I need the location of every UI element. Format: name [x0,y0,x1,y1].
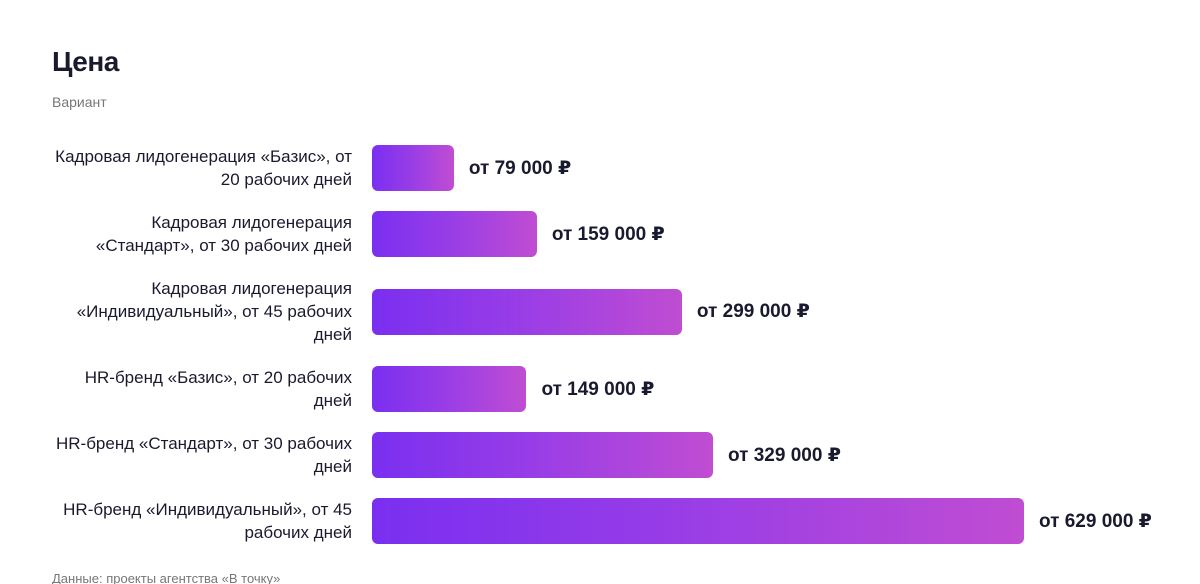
value-label: от 149 000 ₽ [541,378,655,400]
category-label: Кадровая лидогенерация «Базис», от 20 ра… [55,147,352,189]
bar-group: от 159 000 ₽ [372,211,665,257]
bar [372,211,537,257]
category-label: Кадровая лидогенерация «Стандарт», от 30… [95,213,352,255]
value-label: от 329 000 ₽ [728,444,841,466]
bar [372,366,527,412]
value-label: от 629 000 ₽ [1039,510,1152,532]
bar-group: от 299 000 ₽ [372,288,810,335]
value-label: от 79 000 ₽ [468,157,572,179]
category-label: Кадровая лидогенерация «Индивидуальный»,… [76,279,352,344]
bar [372,498,1024,544]
bar-group: от 629 000 ₽ [372,498,1152,544]
bar-row: Кадровая лидогенерация «Стандарт», от 30… [0,211,1200,257]
bar [372,288,682,335]
bar-row: HR-бренд «Стандарт», от 30 рабочих дней о… [0,432,1200,478]
source-note: Данные: проекты агентства «В точку» [52,571,281,584]
category-label: HR-бренд «Индивидуальный», от 45 рабочих… [63,500,352,542]
category-label: HR-бренд «Базис», от 20 рабочих дней [84,368,352,410]
bar-row: Кадровая лидогенерация «Базис», от 20 ра… [0,145,1200,191]
bar-group: от 79 000 ₽ [372,145,571,191]
bar [372,145,454,191]
value-label: от 299 000 ₽ [696,301,810,322]
bar-row: Кадровая лидогенерация «Индивидуальный»,… [0,277,1200,346]
bar-row: HR-бренд «Базис», от 20 рабочих дней от 1… [0,366,1200,412]
bar-group: от 149 000 ₽ [372,366,654,412]
category-label: HR-бренд «Стандарт», от 30 рабочих дней [55,434,352,476]
bar-rows: Кадровая лидогенерация «Базис», от 20 ра… [0,145,1200,544]
bar-row: HR-бренд «Индивидуальный», от 45 рабочих… [0,498,1200,544]
chart-title: Цена [52,46,119,77]
value-label: от 159 000 ₽ [551,223,665,245]
chart-subtitle: Вариант [52,94,107,110]
bar [372,432,714,478]
bar-group: от 329 000 ₽ [372,432,841,478]
